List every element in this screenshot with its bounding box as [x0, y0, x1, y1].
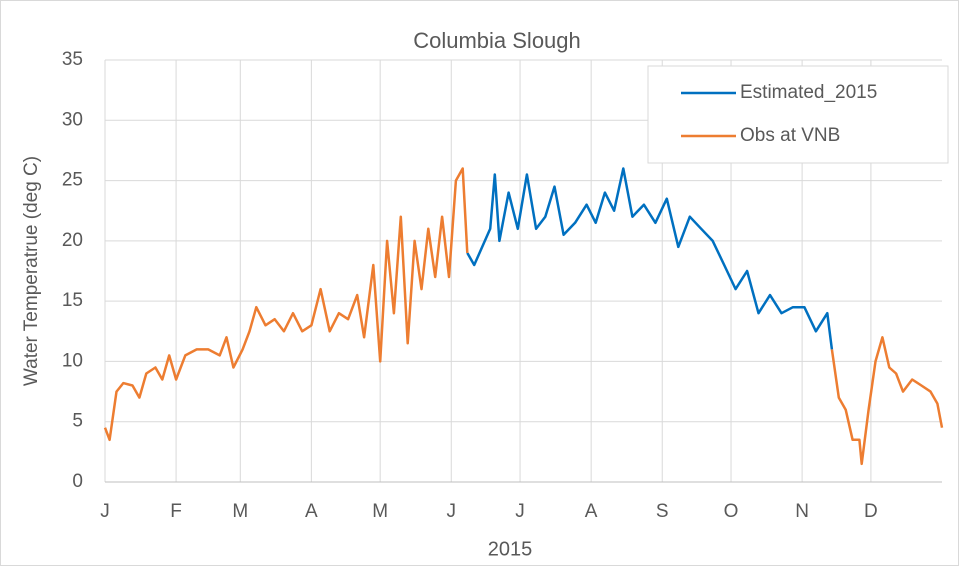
legend-box	[647, 65, 949, 164]
x-tick-label: N	[795, 501, 809, 522]
y-tick-label: 20	[62, 230, 83, 251]
data-line	[103, 167, 944, 466]
x-tick-label: M	[232, 501, 248, 522]
x-tick-label: M	[372, 501, 388, 522]
y-tick-label: 10	[62, 350, 83, 371]
y-tick-label: 35	[62, 49, 83, 70]
legend-label: Estimated_2015	[740, 82, 877, 103]
x-tick-label: O	[724, 501, 739, 522]
y-tick-label: 25	[62, 170, 83, 191]
legend-label: Obs at VNB	[740, 125, 840, 146]
x-tick-label: J	[447, 501, 457, 522]
x-tick-label: A	[585, 501, 598, 522]
x-tick-label: F	[170, 501, 182, 522]
x-tick-label: S	[656, 501, 669, 522]
x-axis-label: 2015	[488, 538, 533, 560]
x-tick-label: D	[864, 501, 878, 522]
legend: Estimated_2015 Obs at VNB	[647, 65, 949, 164]
y-tick-label: 30	[62, 109, 83, 130]
x-tick-label: J	[515, 501, 525, 522]
y-tick-label: 5	[72, 411, 83, 432]
chart-title: Columbia Slough	[413, 28, 581, 53]
y-tick-label: 0	[72, 471, 83, 492]
y-axis-label: Water Temperatrue (deg C)	[21, 156, 42, 386]
data-line	[466, 167, 834, 350]
y-tick-label: 15	[62, 290, 83, 311]
x-tick-label: A	[305, 501, 318, 522]
x-tick-label: J	[100, 501, 110, 522]
